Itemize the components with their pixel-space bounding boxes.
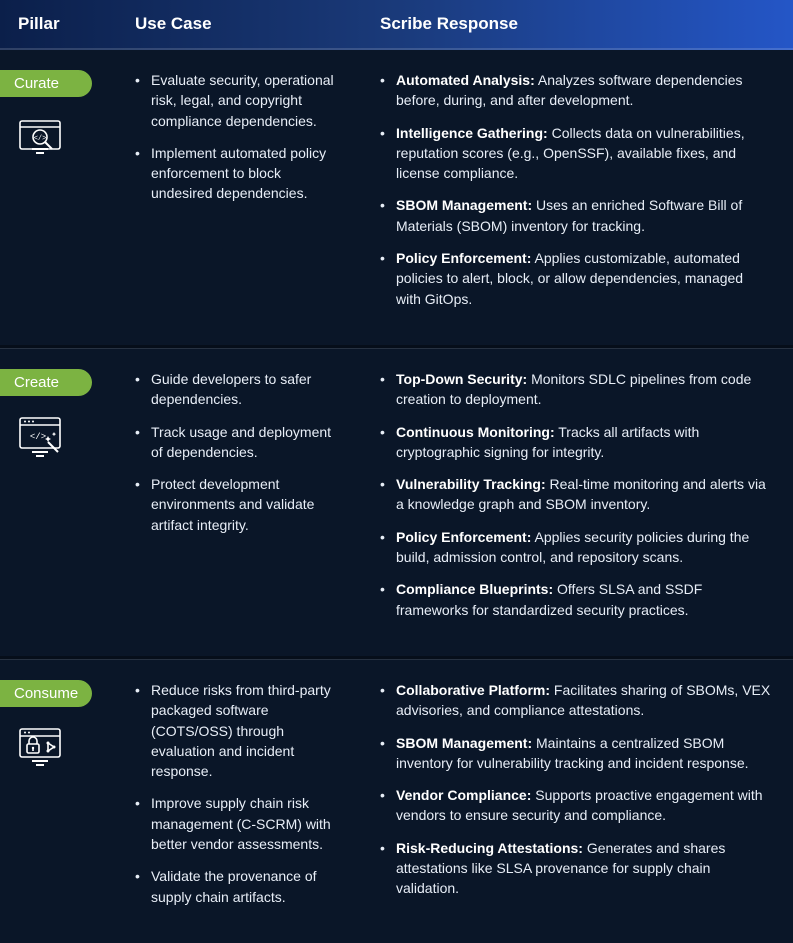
response-list: Collaborative Platform: Facilitates shar… (380, 680, 771, 899)
response-title: SBOM Management: (396, 197, 532, 213)
response-title: Risk-Reducing Attestations: (396, 840, 583, 856)
response-title: Vulnerability Tracking: (396, 476, 546, 492)
pillar-badge: Curate (0, 70, 92, 97)
list-item: Top-Down Security: Monitors SDLC pipelin… (380, 369, 771, 410)
list-item: SBOM Management: Uses an enriched Softwa… (380, 195, 771, 236)
usecase-cell: Guide developers to safer dependencies. T… (135, 369, 360, 632)
response-title: Policy Enforcement: (396, 250, 531, 266)
usecase-list: Guide developers to safer dependencies. T… (135, 369, 340, 535)
lock-monitor-icon (18, 725, 135, 769)
usecase-list: Reduce risks from third-party packaged s… (135, 680, 340, 907)
pillar-cell: Create </> (0, 369, 135, 632)
response-title: Automated Analysis: (396, 72, 535, 88)
response-title: Top-Down Security: (396, 371, 527, 387)
response-title: Vendor Compliance: (396, 787, 531, 803)
response-cell: Automated Analysis: Analyzes software de… (360, 70, 793, 321)
response-title: Intelligence Gathering: (396, 125, 548, 141)
pillar-badge: Create (0, 369, 92, 396)
list-item: Continuous Monitoring: Tracks all artifa… (380, 422, 771, 463)
list-item: Guide developers to safer dependencies. (135, 369, 340, 410)
usecase-cell: Evaluate security, operational risk, leg… (135, 70, 360, 321)
table-header: Pillar Use Case Scribe Response (0, 0, 793, 50)
table-row: Create </> Guide developers to safer dep… (0, 348, 793, 656)
list-item: Reduce risks from third-party packaged s… (135, 680, 340, 781)
list-item: Risk-Reducing Attestations: Generates an… (380, 838, 771, 899)
code-wand-icon: </> (18, 414, 135, 458)
list-item: Policy Enforcement: Applies customizable… (380, 248, 771, 309)
list-item: Evaluate security, operational risk, leg… (135, 70, 340, 131)
response-list: Top-Down Security: Monitors SDLC pipelin… (380, 369, 771, 620)
header-response: Scribe Response (380, 14, 518, 33)
list-item: Compliance Blueprints: Offers SLSA and S… (380, 579, 771, 620)
response-list: Automated Analysis: Analyzes software de… (380, 70, 771, 309)
header-pillar: Pillar (18, 14, 60, 33)
response-title: Policy Enforcement: (396, 529, 531, 545)
response-cell: Top-Down Security: Monitors SDLC pipelin… (360, 369, 793, 632)
header-usecase: Use Case (135, 14, 212, 33)
pillar-badge: Consume (0, 680, 92, 707)
magnify-code-icon: </> (18, 115, 135, 159)
table-row: Curate </> Evaluate security, operationa… (0, 50, 793, 345)
pillar-cell: Consume (0, 680, 135, 919)
list-item: Protect development environments and val… (135, 474, 340, 535)
response-title: Continuous Monitoring: (396, 424, 555, 440)
response-title: Collaborative Platform: (396, 682, 550, 698)
list-item: Improve supply chain risk management (C-… (135, 793, 340, 854)
list-item: Intelligence Gathering: Collects data on… (380, 123, 771, 184)
list-item: Automated Analysis: Analyzes software de… (380, 70, 771, 111)
pillar-cell: Curate </> (0, 70, 135, 321)
svg-text:</>: </> (30, 432, 46, 442)
usecase-list: Evaluate security, operational risk, leg… (135, 70, 340, 204)
list-item: Validate the provenance of supply chain … (135, 866, 340, 907)
list-item: Collaborative Platform: Facilitates shar… (380, 680, 771, 721)
table-row: Consume Reduce risks from third-party pa… (0, 659, 793, 943)
list-item: Policy Enforcement: Applies security pol… (380, 527, 771, 568)
response-title: Compliance Blueprints: (396, 581, 553, 597)
response-title: SBOM Management: (396, 735, 532, 751)
list-item: Implement automated policy enforcement t… (135, 143, 340, 204)
list-item: Vulnerability Tracking: Real-time monito… (380, 474, 771, 515)
list-item: SBOM Management: Maintains a centralized… (380, 733, 771, 774)
usecase-cell: Reduce risks from third-party packaged s… (135, 680, 360, 919)
list-item: Track usage and deployment of dependenci… (135, 422, 340, 463)
svg-text:</>: </> (34, 135, 47, 143)
response-cell: Collaborative Platform: Facilitates shar… (360, 680, 793, 919)
list-item: Vendor Compliance: Supports proactive en… (380, 785, 771, 826)
